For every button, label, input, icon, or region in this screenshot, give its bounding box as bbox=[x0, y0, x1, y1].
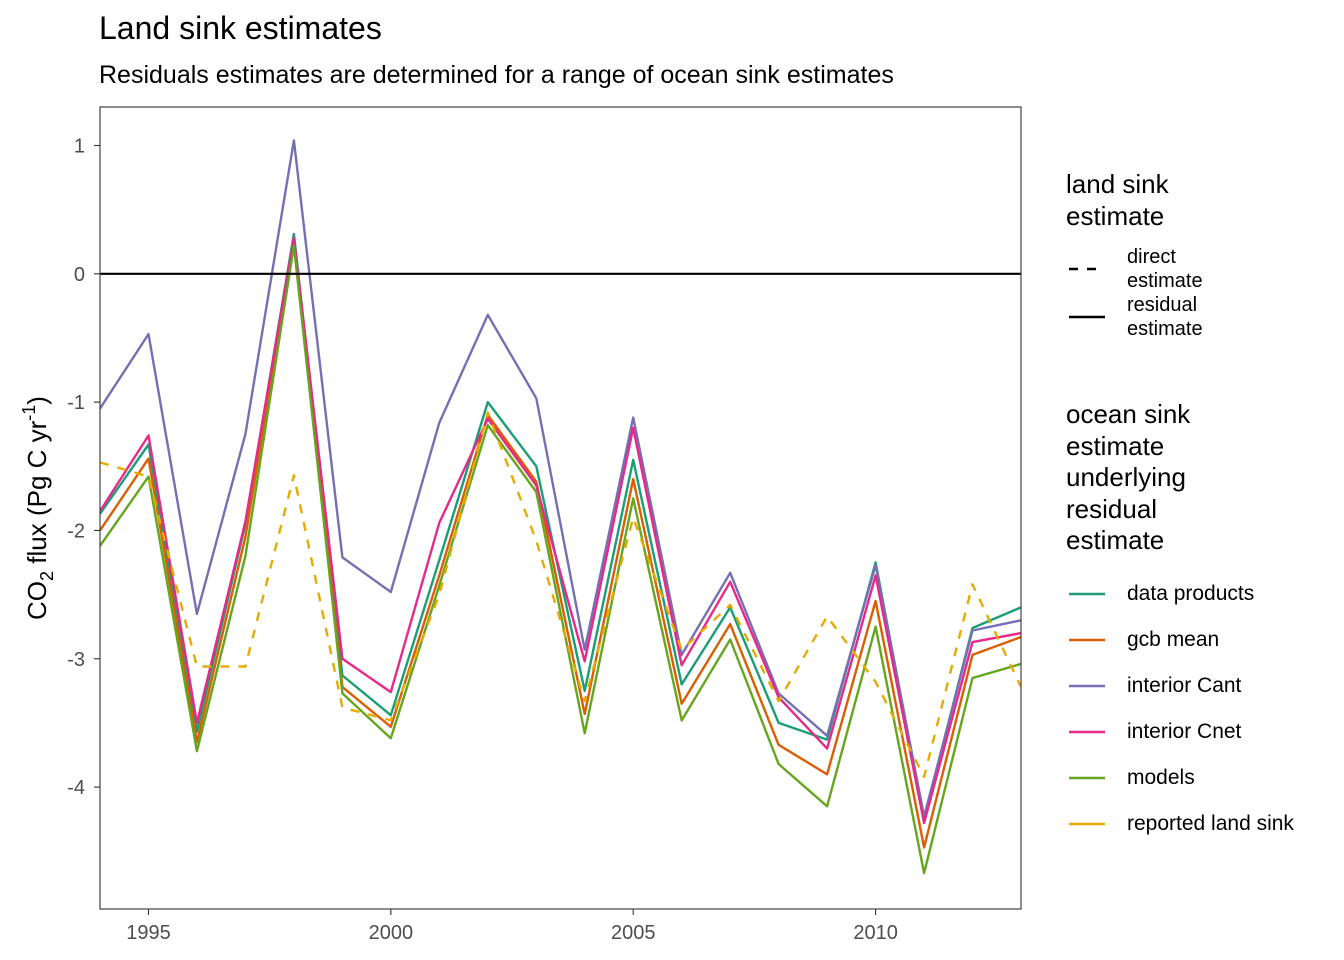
legend-item-models: models bbox=[1066, 756, 1195, 800]
legend-key-dashed bbox=[1066, 247, 1108, 291]
y-axis-title-pre: CO bbox=[22, 581, 52, 620]
plot-panel-border bbox=[99, 106, 1022, 910]
legend-linetype-title-line: estimate bbox=[1066, 200, 1165, 231]
x-tick-label: 2010 bbox=[853, 922, 898, 944]
chart-title: Land sink estimates bbox=[99, 10, 382, 46]
x-tick-label: 1995 bbox=[126, 922, 171, 944]
legend-item-interior-cnet: interior Cnet bbox=[1066, 710, 1241, 754]
x-axis: 1995 2000 2005 2010 bbox=[126, 909, 898, 944]
legend-key-swatch bbox=[1066, 710, 1108, 754]
legend-key-swatch bbox=[1066, 756, 1108, 800]
legend-item-label: interior Cant bbox=[1127, 674, 1242, 697]
y-tick-label: -1 bbox=[67, 392, 85, 414]
y-tick-label: 0 bbox=[74, 264, 85, 286]
legend-label-line: estimate bbox=[1127, 270, 1203, 292]
legend-key-swatch bbox=[1066, 802, 1108, 846]
y-tick-label: -4 bbox=[67, 777, 85, 799]
legend-linetype-title: land sink estimate bbox=[1066, 169, 1169, 232]
legend-item-direct: direct estimate bbox=[1066, 245, 1203, 293]
legend-color-title-line: estimate bbox=[1066, 525, 1165, 555]
y-axis-title-mid: flux (Pg C yr bbox=[22, 420, 52, 571]
legend-item-label: gcb mean bbox=[1127, 628, 1220, 651]
series-line-interior-cant bbox=[100, 139, 1021, 818]
y-axis-title-superscript: -1 bbox=[19, 405, 39, 421]
legend-item-label: interior Cnet bbox=[1127, 720, 1242, 743]
legend-label-line: residual bbox=[1127, 294, 1198, 316]
legend-item-label: reported land sink bbox=[1127, 812, 1294, 835]
chart-subtitle: Residuals estimates are determined for a… bbox=[99, 61, 894, 89]
legend-item-gcb-mean: gcb mean bbox=[1066, 618, 1219, 662]
legend-key-solid bbox=[1066, 295, 1108, 339]
legend-linetype-title-line: land sink bbox=[1066, 169, 1169, 199]
series-line-gcb-mean bbox=[100, 240, 1021, 849]
legend-color-title-line: ocean sink bbox=[1066, 399, 1191, 429]
legend-color-title-line: underlying bbox=[1066, 462, 1186, 492]
legend-item-label: residual estimate bbox=[1127, 293, 1203, 341]
legend-item-label: direct estimate bbox=[1127, 245, 1203, 293]
legend-item-label: data products bbox=[1127, 582, 1255, 605]
legend-label-line: direct bbox=[1127, 246, 1176, 268]
legend-color: ocean sink estimate underlying residual … bbox=[1066, 399, 1294, 835]
legend-key-swatch bbox=[1066, 664, 1108, 708]
series-line-reported-land-sink bbox=[100, 411, 1021, 778]
x-tick-label: 2000 bbox=[369, 922, 414, 944]
legend-item-label: models bbox=[1127, 766, 1195, 789]
y-axis-title-post: ) bbox=[22, 396, 52, 405]
legend-item-interior-cant: interior Cant bbox=[1066, 664, 1241, 708]
x-tick-label: 2005 bbox=[611, 922, 656, 944]
series-line-models bbox=[100, 244, 1021, 875]
legend-color-title-line: residual bbox=[1066, 493, 1158, 524]
series-layer bbox=[100, 139, 1021, 875]
legend-item-residual: residual estimate bbox=[1066, 293, 1203, 341]
legend-key-swatch bbox=[1066, 572, 1108, 616]
y-axis-title-subscript: 2 bbox=[37, 571, 57, 581]
y-tick-label: 1 bbox=[74, 135, 85, 157]
series-line-interior-cnet bbox=[100, 236, 1021, 825]
y-axis-title: CO2 flux (Pg C yr-1) bbox=[19, 396, 57, 620]
y-tick-label: -2 bbox=[67, 520, 85, 542]
y-tick-label: -3 bbox=[67, 649, 85, 671]
legend-item-reported-land-sink: reported land sink bbox=[1066, 802, 1294, 846]
legend-label-line: estimate bbox=[1127, 318, 1203, 340]
legend-color-title: ocean sink estimate underlying residual … bbox=[1066, 399, 1190, 557]
plot-panel-background bbox=[100, 107, 1021, 909]
y-axis: 1 0 -1 -2 -3 -4 bbox=[67, 135, 100, 799]
legend-linetype: land sink estimate direct estimate resid… bbox=[1066, 169, 1203, 340]
legend-key-swatch bbox=[1066, 618, 1108, 662]
legend-color-title-line: estimate bbox=[1066, 430, 1165, 461]
legend-item-data-products: data products bbox=[1066, 572, 1254, 616]
